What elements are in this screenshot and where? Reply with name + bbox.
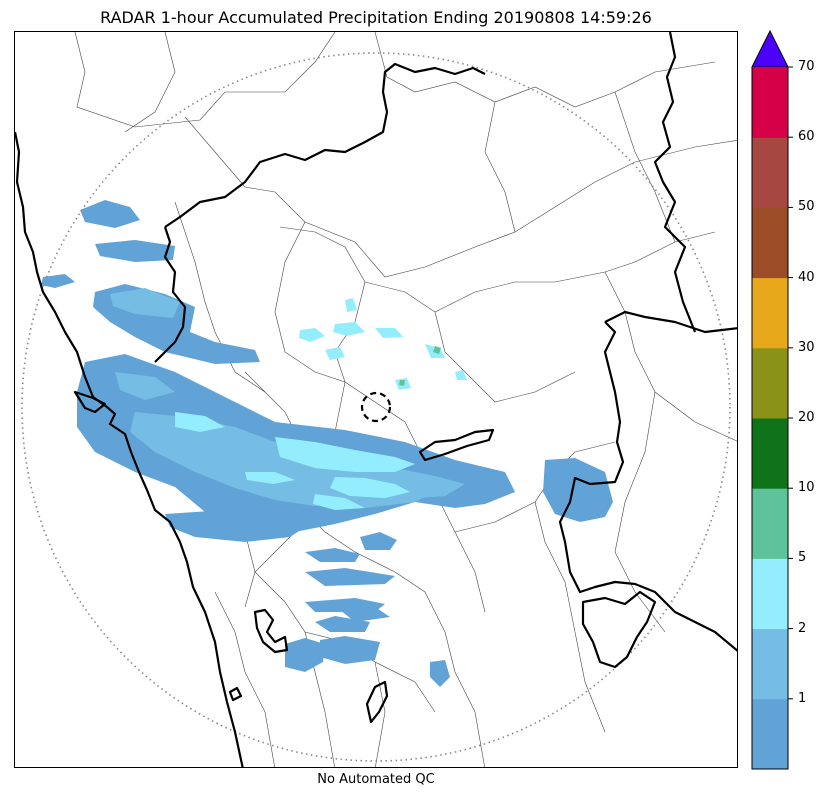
figure-title: RADAR 1-hour Accumulated Precipitation E… — [100, 8, 652, 27]
radar-range-ring — [21, 52, 731, 762]
precip-layer-heavier — [399, 346, 441, 386]
colorbar-tick-label: 5 — [798, 550, 807, 566]
colorbar-tick-label: 10 — [798, 480, 815, 496]
state-boundaries — [15, 32, 737, 767]
colorbar-segment — [752, 558, 788, 630]
colorbar-segment — [752, 347, 788, 419]
colorbar-segment — [752, 67, 788, 138]
colorbar-tick-label: 30 — [798, 339, 815, 355]
colorbar-tick-label: 40 — [798, 269, 815, 285]
radar-map — [14, 31, 738, 768]
qc-footer: No Automated QC — [317, 772, 435, 787]
colorbar — [751, 29, 793, 770]
radar-site-marker — [360, 391, 392, 423]
colorbar-over-arrow — [751, 29, 789, 68]
map-canvas — [15, 32, 737, 767]
colorbar-tick-label: 70 — [798, 59, 815, 74]
colorbar-segment — [752, 277, 788, 349]
colorbar-tick-label: 1 — [798, 690, 807, 706]
colorbar-segment — [752, 418, 788, 489]
colorbar-segment — [752, 698, 788, 770]
precip-layer-light — [41, 200, 613, 687]
district-boundaries — [74, 32, 737, 767]
colorbar-tick-label: 50 — [798, 199, 815, 215]
colorbar-tick-label: 20 — [798, 410, 815, 425]
colorbar-segment — [752, 137, 788, 208]
colorbar-segment — [752, 628, 788, 700]
colorbar-segment — [752, 207, 788, 279]
colorbar-tick-label: 60 — [798, 129, 815, 145]
colorbar-tick-label: 2 — [798, 620, 807, 636]
colorbar-canvas — [751, 29, 793, 770]
colorbar-segment — [752, 488, 788, 559]
